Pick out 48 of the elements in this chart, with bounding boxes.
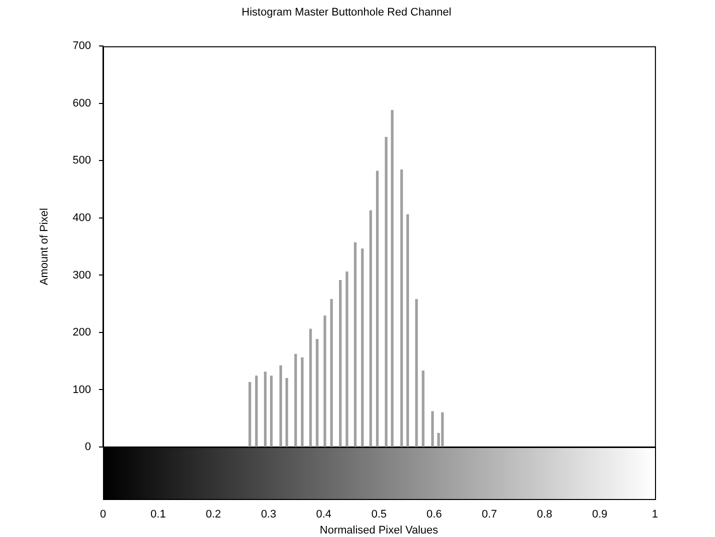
bar [270, 376, 273, 447]
x-tick-label: 0.7 [482, 508, 498, 521]
bar [422, 370, 424, 447]
x-tick-label: 0.5 [371, 508, 387, 521]
x-tick-label: 0.6 [426, 508, 442, 521]
bar [248, 382, 252, 447]
x-tick-label: 0.4 [316, 508, 332, 521]
bar [309, 328, 312, 447]
chart-title: Histogram Master Buttonhole Red Channel [242, 6, 452, 19]
bar [376, 170, 379, 447]
x-axis-title: Normalised Pixel Values [320, 524, 439, 536]
bar [346, 271, 348, 447]
y-axis-title: Amount of Pixel [38, 208, 51, 286]
y-tick-label: 300 [72, 269, 91, 282]
y-tick-label: 500 [72, 154, 91, 167]
bar [316, 339, 318, 447]
bar [400, 170, 403, 447]
x-tick-label: 0.1 [150, 508, 166, 521]
y-tick-label: 100 [72, 384, 91, 396]
bar [339, 280, 342, 447]
bar [390, 110, 394, 447]
bar [384, 136, 388, 447]
bar [285, 378, 288, 447]
x-tick-label: 0.8 [536, 508, 552, 521]
bar [294, 354, 297, 447]
y-tick-label: 0 [84, 441, 91, 454]
bar [406, 214, 409, 447]
bar [255, 376, 258, 447]
bar [264, 372, 267, 447]
bar [279, 365, 282, 447]
x-tick-label: 0 [100, 508, 106, 521]
y-tick-label: 200 [72, 326, 91, 339]
bar [431, 411, 434, 447]
x-tick-label: 1 [652, 508, 658, 521]
x-tick-label: 0.9 [592, 508, 608, 521]
bar [330, 298, 333, 447]
y-tick-label: 600 [72, 97, 91, 110]
x-tick-label: 0.3 [260, 508, 276, 521]
bar [354, 242, 357, 447]
bar [369, 210, 372, 447]
bar [300, 357, 304, 447]
bar [415, 298, 418, 447]
y-tick-label: 700 [72, 40, 91, 52]
bar [441, 412, 444, 447]
bar [324, 316, 326, 447]
x-tick-label: 0.2 [206, 508, 222, 521]
y-tick-label: 400 [72, 212, 91, 224]
bar [361, 248, 364, 447]
